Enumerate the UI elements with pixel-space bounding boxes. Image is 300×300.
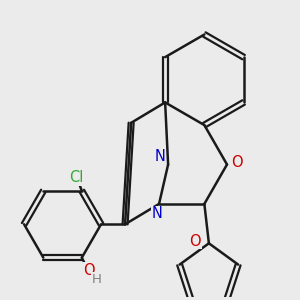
Text: N: N xyxy=(154,149,165,164)
Text: N: N xyxy=(152,206,163,221)
Text: O: O xyxy=(83,263,94,278)
Text: O: O xyxy=(190,234,201,249)
Text: H: H xyxy=(92,273,101,286)
Text: Cl: Cl xyxy=(69,170,84,185)
Text: O: O xyxy=(231,155,243,170)
